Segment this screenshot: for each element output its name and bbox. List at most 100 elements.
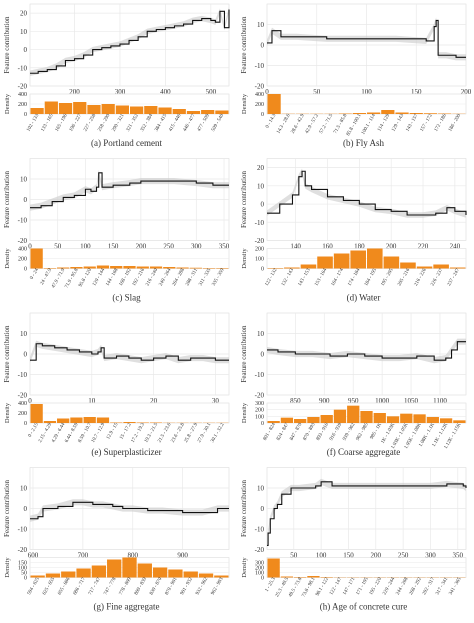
density-bar-a xyxy=(173,109,186,114)
bin-label-b: 0 - 14.3 xyxy=(265,113,277,129)
bin-label-h: 122 - 147 xyxy=(329,577,343,597)
ytick-label-a: -10 xyxy=(18,64,28,72)
density-bar-b xyxy=(268,94,281,114)
bin-label-c: 168 - 192 xyxy=(119,268,133,288)
line-plot-area-d xyxy=(267,159,466,241)
density-bar-a xyxy=(31,108,44,114)
density-bar-f xyxy=(427,417,439,423)
density-bar-g xyxy=(214,576,228,578)
ylabel-b: Feature contribution xyxy=(240,16,248,73)
bin-label-h: 220 - 244 xyxy=(382,577,396,597)
bin-label-h: 292 - 317 xyxy=(422,577,436,597)
bin-label-d: 143 - 153 xyxy=(298,268,312,288)
bin-label-d: 122 - 132 xyxy=(265,268,279,288)
bin-label-d: 184 - 195 xyxy=(364,268,378,288)
density-bar-a xyxy=(73,102,86,114)
density-ytick-label-e: 200 xyxy=(18,411,27,417)
density-bar-c xyxy=(150,267,162,269)
bin-label-h: 1 - 25.3 xyxy=(265,577,277,593)
ytick-label-g: -20 xyxy=(18,546,28,554)
density-bar-g xyxy=(76,569,90,578)
bin-label-a: 415 - 446 xyxy=(169,113,183,133)
density-bar-f xyxy=(294,419,306,423)
density-bar-e xyxy=(137,423,149,424)
density-label-e: Density xyxy=(4,402,11,423)
bin-label-d: 174 - 184 xyxy=(348,268,362,288)
density-label-f: Density xyxy=(241,402,248,423)
density-bar-g xyxy=(107,560,121,578)
density-bar-c xyxy=(70,267,82,269)
bin-label-f: 870 - 893 xyxy=(303,422,317,442)
bin-label-b: 100.1 - 114 xyxy=(361,113,377,136)
caption-g: (g) Fine aggregate xyxy=(94,602,160,612)
density-bar-f xyxy=(268,421,280,423)
bin-label-h: 268 - 292 xyxy=(409,577,423,597)
density-bar-d xyxy=(268,268,284,269)
density-ytick-label-d: 0 xyxy=(261,267,264,273)
density-bar-e xyxy=(70,418,82,424)
ytick-label-b: 10 xyxy=(257,21,265,29)
bin-label-d: 164 - 174 xyxy=(331,268,345,288)
bin-label-e: 0 - 2.15 xyxy=(28,422,40,438)
density-bar-a xyxy=(87,105,100,114)
ytick-label-c: 0 xyxy=(24,196,28,204)
bin-label-a: 196 - 227 xyxy=(69,113,83,133)
ytick-label-c: -20 xyxy=(18,237,28,245)
bin-label-g: 747 - 778 xyxy=(104,577,118,597)
density-bar-c xyxy=(190,268,202,269)
bin-label-b: 28.6 - 42.9 xyxy=(291,113,306,135)
bin-label-a: 509 - 540 xyxy=(211,113,225,133)
density-bar-h xyxy=(307,576,319,578)
density-bar-f xyxy=(321,415,333,423)
ytick-label-f: 10 xyxy=(257,330,265,338)
density-bar-g xyxy=(122,558,136,578)
caption-h: (h) Age of concrete cure xyxy=(320,602,407,612)
density-ytick-label-b: 200 xyxy=(255,102,264,108)
caption-e: (e) Superplasticizer xyxy=(91,447,161,457)
caption-f: (f) Coarse aggregate xyxy=(327,447,400,457)
ytick-label-a: 10 xyxy=(20,28,28,36)
bin-label-h: 317 - 341 xyxy=(435,577,449,597)
ytick-label-g: 10 xyxy=(20,485,28,493)
density-ytick-label-d: 200 xyxy=(255,247,264,253)
density-bar-f xyxy=(374,413,386,423)
density-bar-g xyxy=(184,572,198,578)
bin-label-f: 801 - 824 xyxy=(263,422,277,442)
bin-label-f: 962 - 985 xyxy=(356,422,370,442)
density-ytick-label-c: 0 xyxy=(24,267,27,273)
bin-label-g: 625 - 655 xyxy=(42,577,56,597)
density-bar-g xyxy=(61,572,75,578)
bin-label-g: 594 - 625 xyxy=(27,577,41,597)
bin-label-f: 916 - 939 xyxy=(329,422,343,442)
density-bar-e xyxy=(110,423,122,424)
bin-label-a: 102 - 133 xyxy=(26,113,40,133)
bin-label-d: 132 - 143 xyxy=(281,268,295,288)
density-bar-h xyxy=(321,577,333,578)
density-ytick-label-f: 100 xyxy=(255,414,264,420)
bin-label-c: 95.8 - 120 xyxy=(78,268,93,289)
bin-label-a: 133 - 165 xyxy=(41,113,55,133)
density-bar-c xyxy=(176,268,188,269)
ytick-label-g: -10 xyxy=(18,526,28,534)
ylabel-g: Feature contribution xyxy=(3,480,11,537)
density-bar-c xyxy=(57,268,69,269)
density-bar-c xyxy=(163,267,175,269)
density-bar-d xyxy=(450,268,466,269)
bin-label-g: 839 - 870 xyxy=(149,577,163,597)
ytick-label-e: 10 xyxy=(20,330,28,338)
caption-c: (c) Slag xyxy=(112,293,141,303)
bin-label-g: 778 - 809 xyxy=(119,577,133,597)
bin-label-a: 321 - 352 xyxy=(126,113,140,133)
density-bar-c xyxy=(203,268,215,269)
bin-label-c: 240 - 264 xyxy=(159,268,173,288)
density-bar-a xyxy=(45,102,58,115)
density-bar-e xyxy=(123,422,135,423)
density-bar-d xyxy=(284,268,300,269)
density-bar-f xyxy=(334,410,346,423)
bin-label-c: 264 - 288 xyxy=(172,268,186,288)
density-bar-g xyxy=(92,566,106,578)
ylabel-c: Feature contribution xyxy=(3,171,11,228)
density-bar-g xyxy=(31,576,45,578)
